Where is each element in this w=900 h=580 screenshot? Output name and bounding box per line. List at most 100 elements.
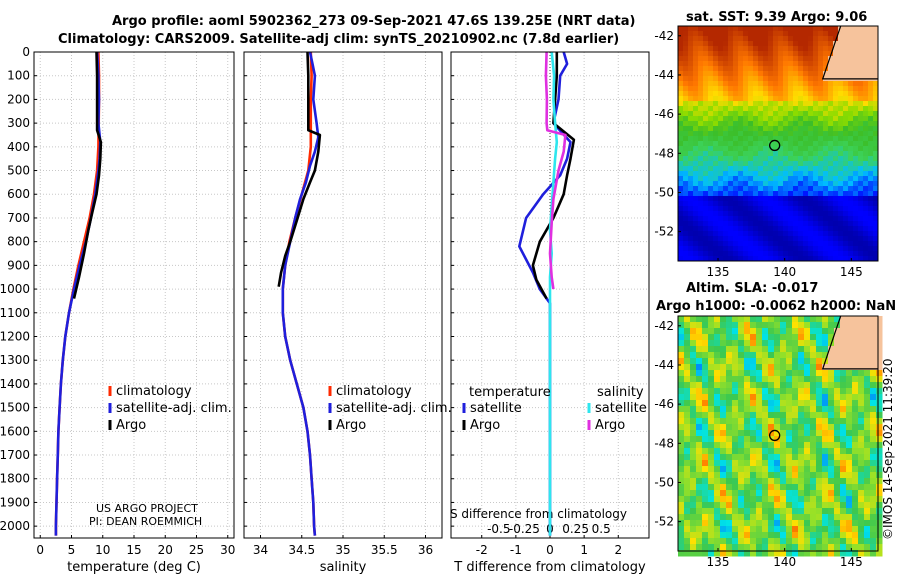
- map-cell: [786, 514, 793, 521]
- map-cell: [843, 161, 849, 167]
- map-cell: [698, 96, 704, 102]
- map-cell: [690, 526, 697, 533]
- map-cell: [876, 352, 883, 359]
- map-cell: [743, 76, 749, 82]
- map-cell: [738, 206, 744, 212]
- map-cell: [773, 141, 779, 147]
- map-cell: [804, 460, 811, 467]
- map-cell: [846, 490, 853, 497]
- map-cell: [823, 146, 829, 152]
- map-cell: [684, 550, 691, 557]
- map-cell: [743, 176, 749, 182]
- map-cell: [756, 544, 763, 551]
- map-cell: [793, 246, 799, 252]
- map-cell: [726, 460, 733, 467]
- map-cell: [678, 196, 684, 202]
- map-cell: [833, 96, 839, 102]
- map-cell: [840, 478, 847, 485]
- map-cell: [833, 51, 839, 57]
- map-cell: [853, 121, 859, 127]
- map-cell: [743, 196, 749, 202]
- map-cell: [810, 430, 817, 437]
- map-cell: [788, 26, 794, 32]
- series-line: [54, 52, 101, 536]
- map-cell: [778, 31, 784, 37]
- map-cell: [852, 340, 859, 347]
- map-cell: [803, 221, 809, 227]
- map-cell: [678, 76, 684, 82]
- map-cell: [683, 231, 689, 237]
- map-cell: [688, 81, 694, 87]
- map-cell: [688, 156, 694, 162]
- map-cell: [693, 156, 699, 162]
- map-cell: [718, 241, 724, 247]
- map-cell: [808, 86, 814, 92]
- map-cell: [708, 231, 714, 237]
- map-cell: [768, 406, 775, 413]
- map-cell: [693, 96, 699, 102]
- map-cell: [868, 81, 874, 87]
- map-cell: [726, 406, 733, 413]
- map-cell: [718, 136, 724, 142]
- map-cell: [846, 550, 853, 557]
- map-cell: [816, 538, 823, 545]
- map-cell: [808, 26, 814, 32]
- map-x-tick-label: 145: [840, 555, 863, 569]
- map-cell: [816, 418, 823, 425]
- map-cell: [733, 221, 739, 227]
- map-cell: [793, 41, 799, 47]
- map-cell: [876, 508, 883, 515]
- map-cell: [748, 36, 754, 42]
- map-cell: [828, 370, 835, 377]
- map-cell: [708, 322, 715, 329]
- map-cell: [768, 340, 775, 347]
- map-cell: [690, 490, 697, 497]
- map-cell: [713, 96, 719, 102]
- map-cell: [763, 131, 769, 137]
- map-cell: [678, 418, 685, 425]
- map-cell: [788, 36, 794, 42]
- map-cell: [743, 56, 749, 62]
- map-cell: [690, 418, 697, 425]
- map-cell: [813, 181, 819, 187]
- map-cell: [678, 352, 685, 359]
- map-cell: [703, 121, 709, 127]
- map-cell: [762, 430, 769, 437]
- map-cell: [818, 86, 824, 92]
- map-cell: [798, 340, 805, 347]
- map-cell: [846, 478, 853, 485]
- map-cell: [738, 201, 744, 207]
- map-cell: [703, 201, 709, 207]
- map-cell: [756, 526, 763, 533]
- map-cell: [783, 66, 789, 72]
- map-y-tick-label: -42: [654, 29, 674, 43]
- map-cell: [873, 191, 879, 197]
- map-cell: [702, 436, 709, 443]
- map-cell: [690, 412, 697, 419]
- map-cell: [702, 490, 709, 497]
- map-cell: [743, 161, 749, 167]
- map-cell: [744, 484, 751, 491]
- map-cell: [876, 382, 883, 389]
- map-cell: [863, 216, 869, 222]
- map-cell: [732, 394, 739, 401]
- map-cell: [818, 51, 824, 57]
- map-cell: [808, 196, 814, 202]
- map-cell: [728, 76, 734, 82]
- map-cell: [858, 430, 865, 437]
- map-cell: [876, 370, 883, 377]
- map-cell: [690, 334, 697, 341]
- map-cell: [768, 116, 774, 122]
- map-cell: [848, 61, 854, 67]
- map-cell: [763, 166, 769, 172]
- map-cell: [693, 211, 699, 217]
- map-cell: [828, 346, 835, 353]
- map-cell: [708, 340, 715, 347]
- map-cell: [823, 156, 829, 162]
- map-cell: [848, 91, 854, 97]
- map-cell: [778, 91, 784, 97]
- map-cell: [838, 171, 844, 177]
- map-cell: [778, 106, 784, 112]
- map-cell: [720, 364, 727, 371]
- map-cell: [843, 216, 849, 222]
